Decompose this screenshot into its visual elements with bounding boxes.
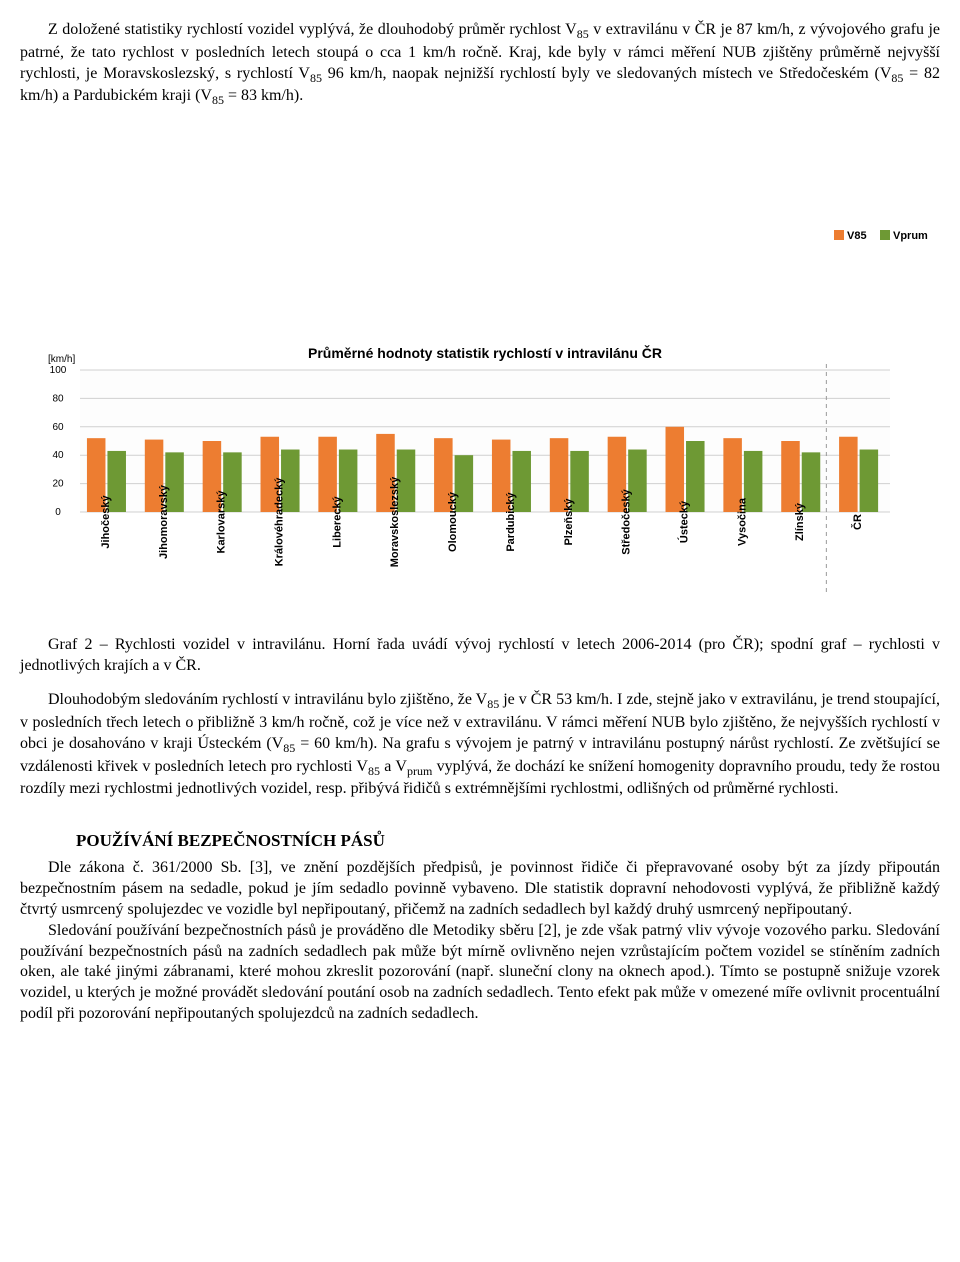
svg-text:Středočeský: Středočeský [621, 488, 633, 554]
svg-text:Královéhradecký: Královéhradecký [274, 477, 286, 567]
svg-text:Vysočina: Vysočina [736, 497, 748, 546]
paragraph-2: Dlouhodobým sledováním rychlostí v intra… [20, 690, 940, 800]
svg-text:[km/h]: [km/h] [48, 354, 75, 365]
chart-caption: Graf 2 – Rychlosti vozidel v intravilánu… [20, 635, 940, 677]
svg-text:Pardubický: Pardubický [505, 491, 517, 551]
svg-text:Jihomoravský: Jihomoravský [158, 484, 170, 559]
chart-1-line: V85 Vprum [20, 139, 940, 336]
svg-text:100: 100 [50, 365, 67, 376]
paragraph-1: Z doložené statistiky rychlostí vozidel … [20, 20, 940, 109]
svg-text:Ústecký: Ústecký [678, 500, 691, 543]
svg-text:Plzeňský: Plzeňský [563, 498, 575, 546]
paragraph-4: Sledování používání bezpečnostních pásů … [20, 921, 940, 1025]
section-heading: POUŽÍVÁNÍ BEZPEČNOSTNÍCH PÁSŮ [76, 830, 940, 852]
svg-text:80: 80 [52, 393, 64, 404]
svg-text:Liberecký: Liberecký [331, 495, 343, 547]
svg-text:ČR: ČR [851, 514, 864, 530]
chart-2-bar: Průměrné hodnoty statistik rychlostí v i… [20, 342, 940, 609]
svg-text:Zlínský: Zlínský [794, 502, 806, 541]
svg-text:Moravskoslezský: Moravskoslezský [389, 476, 401, 567]
svg-text:Vprum: Vprum [893, 230, 928, 242]
svg-text:60: 60 [52, 422, 64, 433]
svg-text:0: 0 [55, 507, 61, 518]
paragraph-3: Dle zákona č. 361/2000 Sb. [3], ve znění… [20, 858, 940, 920]
svg-text:Průměrné hodnoty statistik ryc: Průměrné hodnoty statistik rychlostí v i… [308, 344, 662, 361]
svg-text:20: 20 [52, 479, 64, 490]
svg-text:V85: V85 [847, 230, 867, 242]
svg-text:Olomoucký: Olomoucký [447, 491, 459, 552]
svg-text:Jihočeský: Jihočeský [100, 494, 112, 548]
svg-text:40: 40 [52, 450, 64, 461]
svg-text:Karlovarský: Karlovarský [216, 490, 228, 554]
